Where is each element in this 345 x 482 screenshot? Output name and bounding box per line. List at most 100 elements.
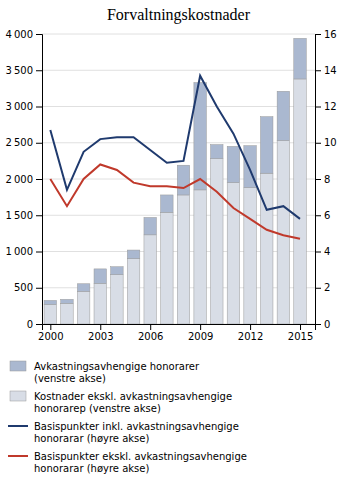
bar: [77, 284, 89, 292]
tick-label: 10: [324, 137, 337, 148]
tick: 3 500: [6, 65, 42, 76]
axis-line: [316, 35, 322, 325]
legend-label: Avkastningsavhengige honorarer(venstre a…: [34, 361, 200, 384]
tick-mark: [250, 324, 251, 330]
tick: 12: [315, 101, 337, 112]
bar: [277, 91, 289, 140]
bar: [244, 188, 256, 324]
tick-label: 2: [324, 282, 330, 293]
tick-mark: [36, 324, 42, 325]
tick-label: 2 000: [6, 174, 33, 185]
grid: [42, 34, 315, 324]
tick-label: 2003: [88, 331, 113, 342]
tick-mark: [36, 34, 42, 35]
tick-label: 2 500: [6, 137, 33, 148]
bar: [194, 190, 206, 324]
tick: 2 000: [6, 174, 42, 185]
legend-label-line: honorarar (høyre akse): [34, 433, 149, 444]
bar: [111, 267, 123, 275]
bar: [211, 145, 223, 159]
tick: 2003: [88, 324, 113, 342]
legend-item: Kostnader ekskl. avkastningsavhengigehon…: [10, 391, 232, 414]
axis-line: [36, 35, 43, 325]
tick: 2 500: [6, 137, 42, 148]
tick-label: 2000: [38, 331, 63, 342]
bar: [61, 303, 73, 324]
tick: 3 000: [6, 101, 42, 112]
bar: [94, 269, 106, 284]
tick-label: 4: [324, 246, 330, 257]
tick-mark: [200, 324, 201, 330]
tick-mark: [315, 107, 321, 108]
y2-axis: 0246810121416: [315, 29, 337, 330]
bar: [294, 79, 306, 324]
grid-line: [42, 106, 315, 107]
x-axis: 200020032006200920122015: [38, 324, 315, 342]
grid-line: [42, 70, 315, 71]
legend-label-line: Avkastningsavhengige honorarer: [34, 361, 200, 372]
legend-item: Basispunkter inkl. avkastningsavhengigeh…: [8, 421, 239, 444]
tick: 0: [315, 319, 330, 330]
tick: 2: [315, 282, 330, 293]
tick: 2000: [38, 324, 63, 342]
line: [50, 76, 300, 219]
tick-mark: [315, 215, 321, 216]
legend-label: Kostnader ekskl. avkastningsavhengigehon…: [34, 391, 232, 414]
tick-label: 16: [324, 29, 337, 40]
legend-label-line: Basispunkter ekskl. avkastningsavhengige: [34, 451, 247, 462]
chart: Forvaltningskostnader2000200320062009201…: [0, 0, 345, 482]
tick: 16: [315, 29, 337, 40]
legend-label-line: Basispunkter inkl. avkastningsavhengige: [34, 421, 239, 432]
axis-line: [43, 325, 316, 331]
bar: [127, 250, 139, 259]
bar: [260, 173, 272, 324]
tick-mark: [36, 107, 42, 108]
tick-label: 6: [324, 210, 330, 221]
tick-label: 500: [14, 282, 33, 293]
bar: [77, 291, 89, 324]
tick: 6: [315, 210, 330, 221]
tick-mark: [36, 179, 42, 180]
tick-mark: [315, 70, 321, 71]
bar: [144, 217, 156, 234]
tick-mark: [50, 324, 51, 330]
bar-series: [44, 38, 306, 304]
legend-item: Basispunkter ekskl. avkastningsavhengige…: [8, 451, 247, 474]
tick-mark: [36, 70, 42, 71]
tick-label: 2012: [238, 331, 263, 342]
bar: [44, 304, 56, 324]
tick-mark: [315, 143, 321, 144]
bar: [260, 117, 272, 174]
bar: [61, 299, 73, 303]
line: [50, 165, 300, 239]
legend-label-line: honorarер (venstre akse): [34, 403, 161, 414]
tick: 2012: [238, 324, 263, 342]
tick-label: 14: [324, 65, 337, 76]
bar: [211, 159, 223, 324]
tick-label: 12: [324, 101, 337, 112]
tick-label: 2009: [188, 331, 213, 342]
tick: 0: [27, 319, 42, 330]
bar: [227, 146, 239, 182]
legend-label-line: (venstre akse): [34, 373, 106, 384]
tick: 2009: [188, 324, 213, 342]
bar: [94, 283, 106, 324]
tick: 4: [315, 246, 330, 257]
legend-label: Basispunkter ekskl. avkastningsavhengige…: [34, 451, 247, 474]
legend-swatch: [8, 455, 28, 457]
legend-swatch: [8, 425, 28, 427]
legend-label-line: Kostnader ekskl. avkastningsavhengige: [34, 391, 232, 402]
tick-mark: [36, 215, 42, 216]
tick: 1 500: [6, 210, 42, 221]
tick-mark: [315, 34, 321, 35]
bar: [177, 165, 189, 195]
bar: [127, 259, 139, 324]
tick-label: 4 000: [6, 29, 33, 40]
marks: [44, 38, 306, 324]
legend-label: Basispunkter inkl. avkastningsavhengigeh…: [34, 421, 239, 444]
bar: [177, 195, 189, 324]
tick-mark: [300, 324, 301, 330]
tick-mark: [100, 324, 101, 330]
tick-label: 2015: [288, 331, 313, 342]
y-axis: 05001 0001 5002 0002 5003 0003 5004 000: [6, 29, 43, 330]
